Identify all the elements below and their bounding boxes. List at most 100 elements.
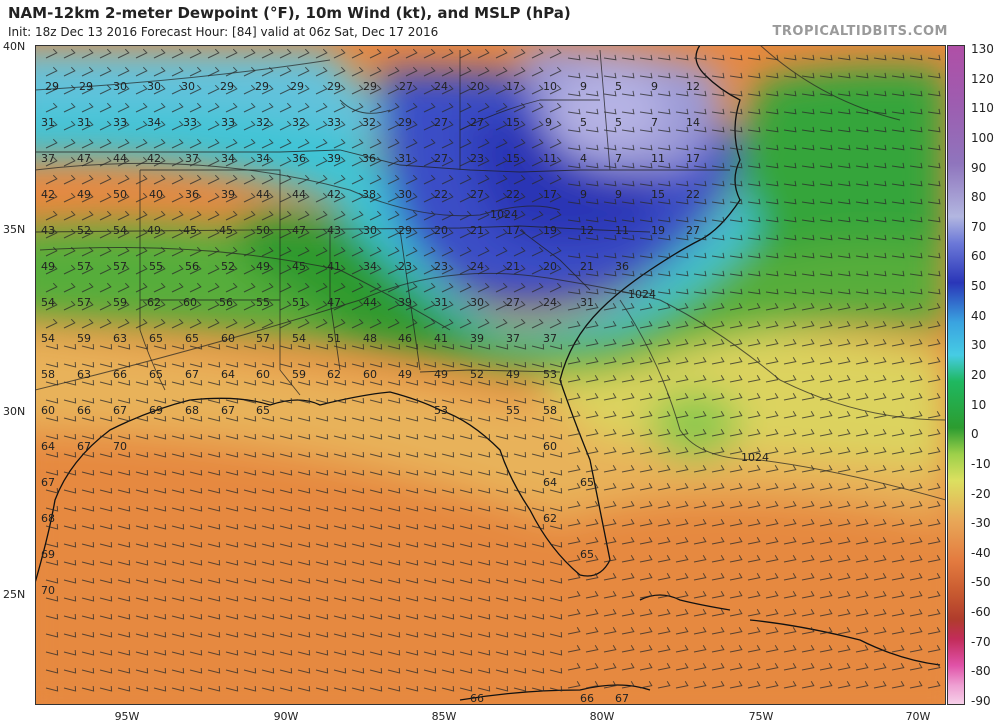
wind-barb	[729, 162, 743, 169]
wind-barb	[729, 198, 743, 205]
wind-barb	[675, 288, 689, 295]
credit-text[interactable]: TROPICALTIDBITS.COM	[772, 24, 948, 39]
wind-barb	[747, 357, 761, 365]
wind-barb	[819, 180, 833, 187]
wind-barb	[63, 541, 77, 548]
wind-barb	[189, 282, 202, 293]
wind-barb	[477, 577, 491, 584]
wind-barb	[495, 264, 508, 275]
wind-barb	[711, 573, 725, 581]
wind-barb	[675, 555, 689, 563]
wind-barb	[639, 54, 653, 61]
colorbar-label: -40	[971, 545, 991, 560]
wind-barb	[279, 120, 292, 131]
wind-barb	[207, 66, 220, 77]
dewpoint-value: 51	[292, 296, 306, 309]
dewpoint-value: 60	[183, 296, 197, 309]
wind-barb	[531, 66, 544, 77]
dewpoint-value: 57	[77, 296, 91, 309]
wind-barb	[81, 246, 94, 257]
wind-barb	[567, 465, 581, 473]
lon-label-75w: 75W	[748, 710, 774, 723]
wind-barb	[891, 72, 905, 79]
wind-barb	[675, 144, 689, 151]
wind-barb	[531, 595, 545, 602]
wind-barb	[279, 433, 293, 440]
wind-barb	[873, 108, 887, 115]
wind-barb	[801, 465, 815, 473]
wind-barb	[63, 397, 77, 404]
wind-barb	[99, 210, 112, 221]
dewpoint-value: 66	[77, 404, 91, 417]
wind-barb	[531, 667, 545, 674]
wind-barb	[621, 645, 635, 653]
wind-barb	[423, 451, 437, 458]
wind-barb	[909, 339, 923, 347]
wind-barb	[459, 138, 472, 149]
wind-barb	[513, 451, 527, 458]
wind-barb	[927, 501, 941, 509]
wind-barb	[369, 523, 383, 530]
dewpoint-value: 49	[398, 368, 412, 381]
wind-barb	[801, 483, 815, 491]
wind-barb	[351, 649, 365, 656]
wind-barb	[801, 609, 815, 617]
wind-barb	[297, 577, 311, 584]
wind-barb	[495, 577, 509, 584]
wind-barb	[891, 270, 905, 277]
wind-barb	[153, 379, 167, 386]
wind-barb	[495, 685, 509, 692]
wind-barb	[135, 613, 149, 620]
wind-barb	[279, 343, 293, 350]
wind-barb	[639, 501, 653, 509]
wind-barb	[333, 102, 346, 113]
wind-barb	[513, 523, 527, 530]
wind-barb	[873, 537, 887, 545]
wind-barb	[801, 144, 815, 151]
wind-barb	[99, 523, 113, 530]
wind-barb	[369, 174, 382, 185]
wind-barb	[351, 48, 364, 59]
wind-barb	[855, 375, 869, 383]
wind-barb	[837, 519, 851, 527]
wind-barb	[621, 252, 635, 259]
wind-barb	[351, 505, 365, 512]
wind-barb	[189, 559, 203, 566]
wind-barb	[531, 487, 545, 494]
wind-barb	[477, 156, 490, 167]
dewpoint-value: 37	[185, 152, 199, 165]
wind-barb	[855, 411, 869, 419]
wind-barb	[837, 429, 851, 437]
wind-barb	[171, 66, 184, 77]
wind-barb	[441, 192, 454, 203]
dewpoint-value: 67	[221, 404, 235, 417]
wind-barb	[369, 318, 382, 329]
wind-barb	[603, 483, 617, 491]
wind-barb	[405, 397, 419, 404]
wind-barb	[153, 397, 167, 404]
wind-barb	[801, 627, 815, 635]
wind-barb	[819, 357, 833, 365]
wind-barb	[153, 415, 167, 422]
wind-barb	[333, 397, 347, 404]
dewpoint-value: 19	[543, 224, 557, 237]
wind-barb	[243, 451, 257, 458]
wind-barb	[621, 609, 635, 617]
wind-barb	[279, 210, 292, 221]
wind-barb	[567, 270, 581, 277]
wind-barb	[171, 523, 185, 530]
wind-barb	[243, 120, 256, 131]
wind-barb	[495, 210, 508, 221]
wind-barb	[351, 120, 364, 131]
wind-barb	[531, 523, 545, 530]
wind-barb	[549, 282, 562, 293]
wind-barb	[747, 501, 761, 509]
wind-barb	[405, 631, 419, 638]
wind-barb	[369, 282, 382, 293]
wind-barb	[117, 318, 130, 329]
wind-barb	[783, 270, 797, 277]
dewpoint-value: 27	[470, 188, 484, 201]
wind-barb	[621, 270, 635, 277]
dewpoint-value: 42	[41, 188, 55, 201]
wind-barb	[747, 609, 761, 617]
